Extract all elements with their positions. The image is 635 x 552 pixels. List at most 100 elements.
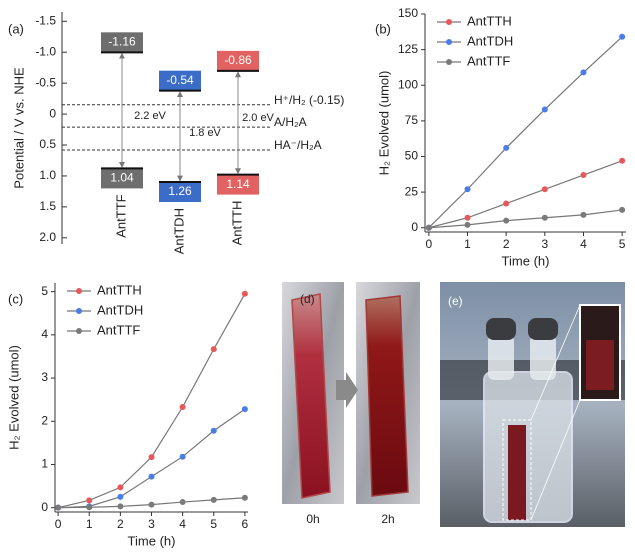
y-tick-label: 0.5 — [39, 137, 56, 151]
data-point — [148, 501, 155, 508]
data-point — [619, 33, 626, 40]
x-tick-label: 0 — [426, 237, 433, 251]
gap-label: 2.0 eV — [242, 112, 274, 124]
x-tick-label: 6 — [242, 517, 249, 531]
y-tick-label: 0 — [411, 220, 418, 234]
category-label: AntTTF — [113, 194, 128, 237]
x-tick-label: 2 — [503, 237, 510, 251]
data-point — [241, 494, 248, 501]
photo-e — [440, 282, 625, 527]
y-tick-label: 2 — [41, 413, 48, 427]
data-point — [541, 106, 548, 113]
data-point — [503, 144, 510, 151]
y-tick-label: 1.5 — [39, 199, 56, 213]
y-tick-label: 100 — [398, 77, 418, 91]
y-axis-label: H₂ Evolved (umol) — [376, 71, 391, 176]
lumo-box — [217, 50, 259, 71]
data-point — [241, 290, 248, 297]
gap-label: 1.8 eV — [189, 127, 221, 139]
x-tick-label: 1 — [86, 517, 93, 531]
y-tick-label: 75 — [405, 113, 419, 127]
legend-label: AntTTH — [97, 282, 142, 297]
homo-box — [159, 182, 201, 203]
series-line — [428, 160, 623, 229]
data-point — [464, 221, 471, 228]
series-line — [428, 209, 623, 229]
y-tick-label: 5 — [41, 284, 48, 298]
data-point — [464, 214, 471, 221]
series-line — [428, 36, 623, 229]
data-point — [580, 69, 587, 76]
legend-marker — [446, 19, 452, 25]
x-axis-label: Time (h) — [502, 253, 550, 268]
photo-d — [282, 282, 420, 504]
y-tick-label: 4 — [41, 327, 48, 341]
data-point — [503, 217, 510, 224]
legend-label: AntTDH — [97, 302, 143, 317]
y-tick-label: -0.5 — [35, 75, 56, 89]
legend-marker — [76, 328, 82, 334]
homo-box — [101, 168, 143, 189]
data-point — [619, 157, 626, 164]
data-point — [117, 503, 124, 510]
legend-label: AntTTH — [467, 13, 512, 28]
x-tick-label: 5 — [619, 237, 626, 251]
level-label: A/H₂A — [274, 115, 307, 129]
y-tick-label: 3 — [41, 370, 48, 384]
data-point — [541, 186, 548, 193]
y-tick-label: 0 — [49, 106, 56, 120]
data-point — [210, 427, 217, 434]
x-tick-label: 0 — [55, 517, 62, 531]
x-tick-label: 3 — [541, 237, 548, 251]
legend-marker — [446, 39, 452, 45]
x-tick-label: 1 — [464, 237, 471, 251]
y-tick-label: 125 — [398, 42, 418, 56]
photo-label: 2h — [381, 512, 394, 526]
level-label: HA⁻/H₂A — [274, 138, 322, 152]
data-point — [425, 224, 432, 231]
x-tick-label: 4 — [179, 517, 186, 531]
data-point — [179, 453, 186, 460]
homo-label: 1.14 — [226, 177, 250, 191]
panel-label: (a) — [8, 21, 24, 36]
lumo-label: -0.54 — [166, 73, 194, 87]
legend-label: AntTDH — [467, 33, 513, 48]
homo-label: 1.04 — [110, 171, 134, 185]
gap-label: 2.2 eV — [134, 110, 166, 122]
y-tick-label: -1.5 — [35, 13, 56, 27]
lumo-label: -1.16 — [108, 34, 136, 48]
data-point — [464, 186, 471, 193]
data-point — [117, 484, 124, 491]
y-tick-label: 1 — [41, 457, 48, 471]
category-label: AntTTH — [229, 201, 244, 246]
y-tick-label: 25 — [405, 184, 419, 198]
data-point — [179, 404, 186, 411]
data-point — [148, 454, 155, 461]
x-axis-label: Time (h) — [128, 533, 176, 548]
data-point — [241, 406, 248, 413]
legend-marker — [76, 288, 82, 294]
legend-marker — [76, 308, 82, 314]
data-point — [503, 200, 510, 207]
data-point — [55, 504, 62, 511]
data-point — [580, 211, 587, 218]
data-point — [86, 504, 93, 511]
x-tick-label: 2 — [117, 517, 124, 531]
x-tick-label: 5 — [210, 517, 217, 531]
data-point — [148, 473, 155, 480]
data-point — [179, 499, 186, 506]
lumo-label: -0.86 — [224, 53, 252, 67]
data-point — [541, 214, 548, 221]
lumo-box — [101, 32, 143, 53]
data-point — [210, 496, 217, 503]
y-tick-label: 1.0 — [39, 168, 56, 182]
homo-label: 1.26 — [168, 184, 192, 198]
data-point — [86, 497, 93, 504]
x-tick-label: 3 — [148, 517, 155, 531]
data-point — [210, 346, 217, 353]
panel-label: (b) — [375, 21, 391, 36]
legend-marker — [446, 59, 452, 65]
data-point — [619, 206, 626, 213]
lumo-box — [159, 70, 201, 91]
